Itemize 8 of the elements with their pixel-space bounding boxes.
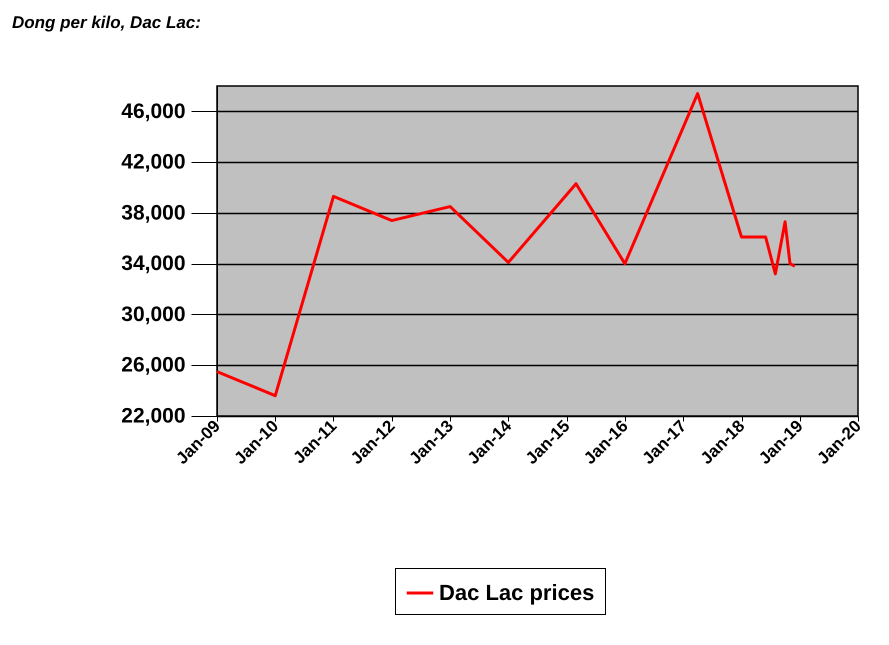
legend-label: Dac Lac prices — [439, 580, 594, 605]
y-tick-label: 42,000 — [121, 150, 186, 174]
chart-title: Dong per kilo, Dac Lac: — [12, 13, 201, 32]
y-tick-label: 34,000 — [121, 252, 186, 276]
y-tick-label: 38,000 — [121, 201, 186, 224]
y-tick-label: 46,000 — [121, 100, 186, 123]
y-tick-label: 26,000 — [121, 354, 186, 377]
y-tick-label: 30,000 — [121, 302, 186, 326]
